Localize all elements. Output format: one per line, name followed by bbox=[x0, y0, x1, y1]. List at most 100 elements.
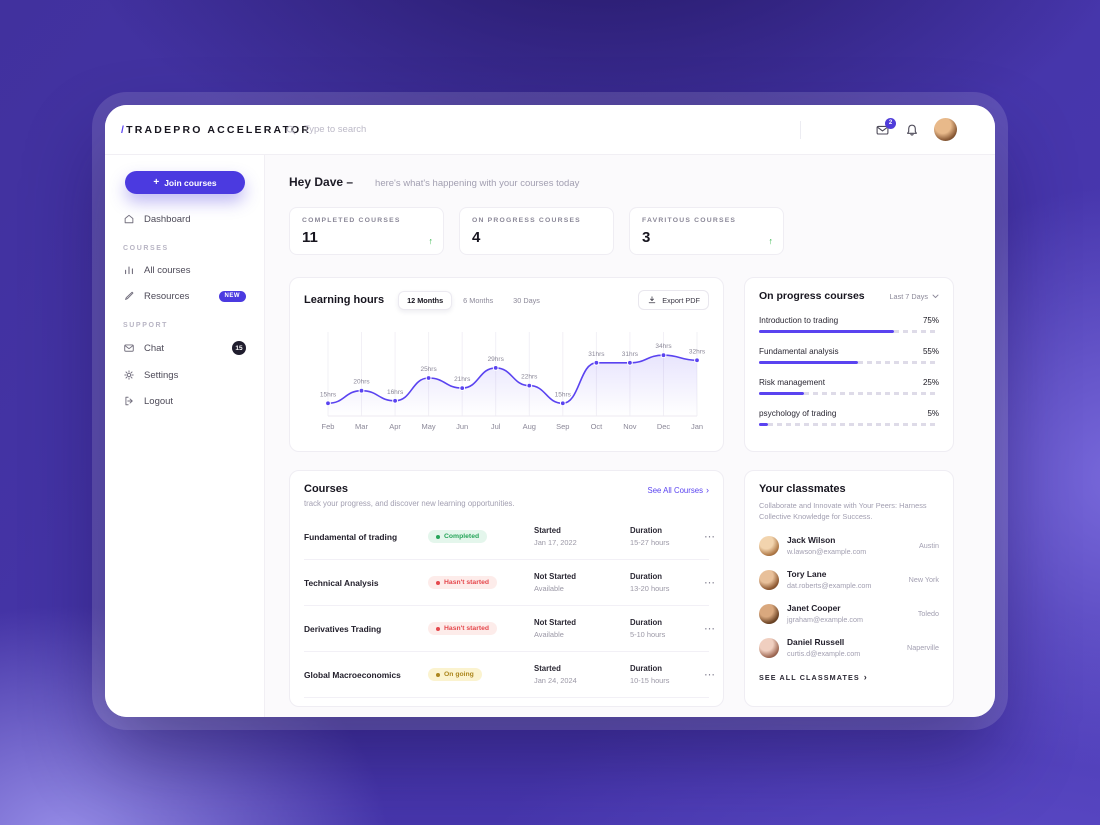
row-menu-button[interactable]: ⋯ bbox=[700, 620, 719, 637]
gear-icon bbox=[124, 370, 134, 380]
tab-range[interactable]: 6 Months bbox=[454, 291, 502, 310]
date-filter-dropdown[interactable]: Last 7 Days bbox=[889, 292, 939, 301]
progress-item: Fundamental analysis 55% bbox=[759, 347, 939, 364]
greeting-row: Hey Dave – here's what's happening with … bbox=[289, 175, 971, 189]
duration-value: 5-10 hours bbox=[630, 630, 666, 639]
sidebar-item-resources[interactable]: Resources NEW bbox=[105, 283, 264, 309]
svg-text:Feb: Feb bbox=[322, 422, 335, 431]
tab-range[interactable]: 30 Days bbox=[504, 291, 549, 310]
duration-cell: Duration 13-20 hours bbox=[630, 572, 700, 593]
sidebar-item-chat[interactable]: Chat 15 bbox=[105, 334, 264, 362]
svg-text:25hrs: 25hrs bbox=[420, 366, 437, 373]
mail-button[interactable]: 2 bbox=[875, 117, 896, 137]
courses-table: Fundamental of trading Completed Started… bbox=[304, 514, 715, 698]
user-avatar[interactable] bbox=[934, 118, 957, 141]
table-row: Derivatives Trading Hasn't started Not S… bbox=[304, 606, 715, 652]
progress-item: Risk management 25% bbox=[759, 378, 939, 395]
stat-label: COMPLETED COURSES bbox=[302, 217, 401, 224]
duration-cell: Duration 15-27 hours bbox=[630, 526, 700, 547]
learning-hours-chart: 15hrs Feb 20hrs Mar 16hrs Apr 25hrs May 21hrs Jun… bbox=[320, 332, 706, 431]
main-content: Hey Dave – here's what's happening with … bbox=[265, 155, 995, 717]
status-badge: Hasn't started bbox=[428, 622, 498, 635]
join-courses-label: Join courses bbox=[164, 177, 217, 188]
range-tabs: 12 Months 6 Months 30 Days bbox=[398, 290, 549, 310]
sidebar-item-label: Settings bbox=[144, 369, 179, 381]
sidebar-item-label: Dashboard bbox=[144, 213, 191, 225]
row-menu-button[interactable]: ⋯ bbox=[700, 528, 719, 545]
svg-text:20hrs: 20hrs bbox=[353, 379, 370, 386]
sidebar-item-dashboard[interactable]: Dashboard bbox=[105, 206, 264, 232]
courses-header: Courses track your progress, and discove… bbox=[304, 483, 709, 508]
stat-label: FAVRITOUS COURSES bbox=[642, 217, 737, 224]
classmates-card: Your classmates Collaborate and Innovate… bbox=[744, 470, 954, 707]
list-item: Daniel Russell curtis.d@example.com Nape… bbox=[759, 637, 939, 658]
export-pdf-button[interactable]: Export PDF bbox=[638, 290, 709, 310]
start-label: Started bbox=[534, 526, 561, 535]
classmate-city: Naperville bbox=[907, 643, 939, 653]
tab-range[interactable]: 12 Months bbox=[398, 290, 453, 310]
notifications-button[interactable] bbox=[905, 123, 919, 137]
svg-text:32hrs: 32hrs bbox=[689, 348, 706, 355]
course-name: Global Macroeconomics bbox=[304, 669, 401, 680]
duration-label: Duration bbox=[630, 664, 663, 673]
svg-text:34hrs: 34hrs bbox=[655, 343, 672, 350]
classmate-name: Daniel Russell bbox=[787, 637, 845, 648]
stat-card: FAVRITOUS COURSES 3 ↑ bbox=[629, 207, 784, 255]
classmates-title: Your classmates bbox=[759, 483, 846, 495]
pen-icon bbox=[125, 291, 134, 300]
see-all-courses-link[interactable]: See All Courses › bbox=[647, 485, 709, 495]
row-menu-button[interactable]: ⋯ bbox=[700, 666, 719, 683]
avatar bbox=[759, 603, 779, 624]
sidebar-item-all-courses[interactable]: All courses bbox=[105, 257, 264, 283]
mail-icon bbox=[876, 125, 889, 135]
progress-percent: 5% bbox=[927, 409, 939, 418]
progress-bar-fill bbox=[759, 361, 858, 364]
course-name: Technical Analysis bbox=[304, 577, 379, 588]
bar-chart-icon bbox=[125, 266, 133, 275]
progress-percent: 55% bbox=[922, 347, 939, 356]
chat-icon bbox=[124, 344, 134, 352]
classmate-email: dat.roberts@example.com bbox=[787, 581, 872, 591]
sidebar-item-settings[interactable]: Settings bbox=[105, 362, 264, 388]
avatar bbox=[759, 569, 779, 590]
classmate-city: New York bbox=[908, 575, 939, 585]
duration-label: Duration bbox=[630, 526, 663, 535]
sidebar-item-logout[interactable]: Logout bbox=[105, 388, 264, 414]
see-all-classmates-link[interactable]: SEE ALL CLASSMATES › bbox=[759, 672, 867, 683]
download-icon bbox=[649, 296, 656, 304]
join-courses-button[interactable]: + Join courses bbox=[125, 171, 245, 194]
topbar: /TRADEPRO ACCELERATOR 2 bbox=[105, 105, 995, 155]
search-input[interactable] bbox=[304, 124, 504, 135]
classmates-subtitle: Collaborate and Innovate with Your Peers… bbox=[759, 501, 927, 522]
svg-text:Apr: Apr bbox=[389, 422, 401, 431]
list-item: Janet Cooper jgraham@example.com Toledo bbox=[759, 603, 939, 624]
sidebar-item-label: All courses bbox=[144, 264, 191, 276]
classmate-name: Jack Wilson bbox=[787, 535, 836, 546]
page-subtitle: here's what's happening with your course… bbox=[375, 178, 580, 189]
progress-bar-fill bbox=[759, 423, 768, 426]
svg-text:Mar: Mar bbox=[355, 422, 368, 431]
start-cell: Started Jan 17, 2022 bbox=[534, 526, 630, 547]
search-bar bbox=[285, 124, 800, 136]
svg-text:Nov: Nov bbox=[623, 422, 637, 431]
sidebar-item-label: Chat bbox=[144, 342, 165, 354]
progress-course-name: psychology of trading bbox=[759, 409, 837, 418]
duration-value: 13-20 hours bbox=[630, 584, 670, 593]
svg-text:22hrs: 22hrs bbox=[521, 374, 538, 381]
svg-text:Sep: Sep bbox=[556, 422, 569, 431]
svg-text:31hrs: 31hrs bbox=[622, 351, 639, 358]
course-name: Fundamental of trading bbox=[304, 531, 398, 542]
svg-text:Oct: Oct bbox=[591, 422, 604, 431]
courses-subtitle: track your progress, and discover new le… bbox=[304, 499, 515, 508]
mail-badge: 2 bbox=[885, 117, 896, 129]
avatar bbox=[759, 637, 779, 658]
svg-text:Jun: Jun bbox=[456, 422, 468, 431]
duration-label: Duration bbox=[630, 618, 663, 627]
list-item: Tory Lane dat.roberts@example.com New Yo… bbox=[759, 569, 939, 590]
svg-text:29hrs: 29hrs bbox=[488, 356, 505, 363]
sidebar-section-support: SUPPORT bbox=[123, 322, 169, 329]
page-title: Hey Dave – bbox=[289, 175, 354, 189]
courses-title: Courses bbox=[304, 483, 349, 495]
svg-text:Dec: Dec bbox=[657, 422, 671, 431]
row-menu-button[interactable]: ⋯ bbox=[700, 574, 719, 591]
